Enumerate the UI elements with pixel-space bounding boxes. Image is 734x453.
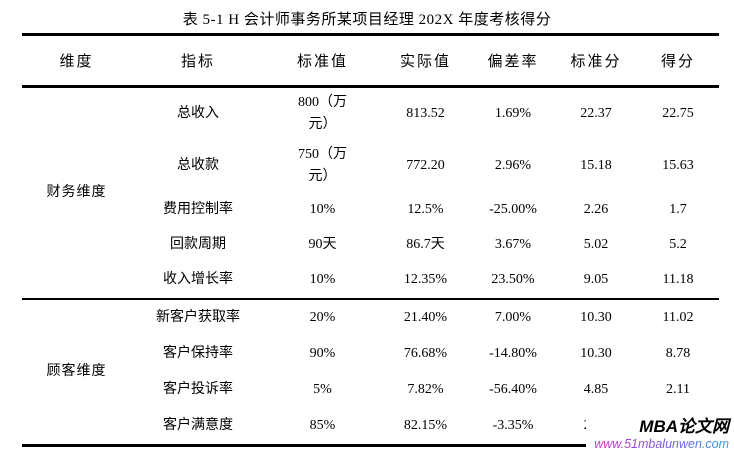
standard-score-cell: 15.18 — [580, 158, 612, 174]
table-row: 财务维度 总收入 800（万 元） 813.52 1.69% 22.37 22.… — [22, 87, 719, 200]
actual-value-cell: 82.15% — [403, 418, 448, 434]
col-header-standard-value: 标准值 — [265, 34, 380, 88]
col-header-standard-score: 标准分 — [555, 34, 637, 88]
score-cell: 2.11 — [666, 382, 690, 398]
indicator-cell: 客户满意度 — [163, 418, 233, 434]
deviation-rate-cell: -3.35% — [492, 418, 534, 434]
standard-value-cell: 10% — [309, 201, 336, 217]
standard-value-cell: 800（万 元） — [298, 95, 347, 132]
deviation-rate-cell: 23.50% — [491, 272, 535, 288]
standard-value-cell: 10% — [309, 272, 336, 288]
deviation-rate-cell: 2.96% — [494, 158, 532, 174]
section-finance: 财务维度 总收入 800（万 元） 813.52 1.69% 22.37 22.… — [22, 87, 719, 300]
col-header-score: 得分 — [637, 34, 719, 88]
standard-score-cell: 5.02 — [583, 236, 609, 252]
actual-value-cell: 12.35% — [403, 272, 448, 288]
deviation-rate-cell: -25.00% — [489, 201, 537, 217]
score-cell: 8.78 — [665, 346, 691, 362]
table-row: 回款周期 90天 86.7天 3.67% 5.02 5.2 — [22, 227, 719, 262]
standard-value-cell: 5% — [313, 382, 332, 398]
indicator-cell: 回款周期 — [170, 236, 226, 252]
actual-value-cell: 76.68% — [403, 346, 448, 362]
col-header-dimension: 维度 — [22, 34, 131, 88]
standard-value-cell: 90天 — [308, 236, 337, 252]
score-cell: 11.02 — [662, 310, 694, 326]
standard-score-cell: 10.30 — [580, 346, 612, 362]
score-cell: 22.75 — [662, 106, 694, 122]
col-header-indicator: 指标 — [131, 34, 265, 88]
standard-value-cell: 90% — [309, 346, 336, 362]
indicator-cell: 费用控制率 — [163, 201, 233, 217]
assessment-score-table: 维度 指标 标准值 实际值 偏差率 标准分 得分 财务维度 总收入 800（万 … — [22, 33, 719, 447]
deviation-rate-cell: 7.00% — [494, 310, 532, 326]
indicator-cell: 客户保持率 — [163, 346, 233, 362]
site-watermark: MBA论文网 www.51mbalunwen.com — [586, 416, 731, 453]
deviation-rate-cell: 3.67% — [494, 236, 532, 252]
table-row: 客户保持率 90% 76.68% -14.80% 10.30 8.78 — [22, 336, 719, 372]
actual-value-cell: 7.82% — [407, 382, 444, 398]
standard-value-cell: 85% — [309, 418, 336, 434]
score-cell: 15.63 — [662, 158, 694, 174]
header-row: 维度 指标 标准值 实际值 偏差率 标准分 得分 — [22, 34, 719, 88]
standard-score-cell: 22.37 — [580, 106, 612, 122]
table-row: 客户投诉率 5% 7.82% -56.40% 4.85 2.11 — [22, 372, 719, 408]
watermark-brand-text: MBA论文网 — [639, 417, 729, 436]
indicator-cell: 总收入 — [177, 106, 219, 122]
standard-score-cell: 10.30 — [580, 310, 612, 326]
table-title: 表 5-1 H 会计师事务所某项目经理 202X 年度考核得分 — [182, 12, 552, 28]
actual-value-cell: 813.52 — [406, 106, 445, 122]
table-row: 总收款 750（万 元） 772.20 2.96% 15.18 15.63 — [22, 140, 719, 192]
standard-value-cell: 20% — [309, 310, 336, 326]
dimension-cell-customer: 顾客维度 — [46, 364, 107, 380]
indicator-cell: 收入增长率 — [163, 272, 233, 288]
col-header-actual-value: 实际值 — [380, 34, 471, 88]
standard-score-cell: 9.05 — [583, 272, 609, 288]
table-row: 收入增长率 10% 12.35% 23.50% 9.05 11.18 — [22, 262, 719, 299]
standard-score-cell: 4.85 — [583, 382, 609, 398]
actual-value-cell: 21.40% — [403, 310, 448, 326]
dimension-cell-finance: 财务维度 — [46, 185, 107, 201]
deviation-rate-cell: -56.40% — [489, 382, 537, 398]
standard-value-cell: 750（万 元） — [298, 147, 347, 184]
score-cell: 11.18 — [662, 272, 694, 288]
indicator-cell: 客户投诉率 — [163, 382, 233, 398]
indicator-cell: 总收款 — [177, 158, 219, 174]
actual-value-cell: 86.7天 — [406, 236, 445, 252]
table-row: 费用控制率 10% 12.5% -25.00% 2.26 1.7 — [22, 192, 719, 227]
standard-score-cell: 2.26 — [583, 201, 609, 217]
indicator-cell: 新客户获取率 — [156, 310, 240, 326]
deviation-rate-cell: -14.80% — [489, 346, 537, 362]
section-customer: 顾客维度 新客户获取率 20% 21.40% 7.00% 10.30 11.02… — [22, 299, 719, 446]
score-cell: 5.2 — [669, 236, 687, 252]
actual-value-cell: 772.20 — [406, 158, 445, 174]
table-row: 顾客维度 新客户获取率 20% 21.40% 7.00% 10.30 11.02 — [22, 299, 719, 379]
deviation-rate-cell: 1.69% — [494, 106, 532, 122]
score-cell: 1.7 — [669, 201, 687, 217]
table-header: 维度 指标 标准值 实际值 偏差率 标准分 得分 — [22, 34, 719, 88]
watermark-url-text: www.51mbalunwen.com — [594, 437, 729, 451]
actual-value-cell: 12.5% — [407, 201, 444, 217]
col-header-deviation-rate: 偏差率 — [471, 34, 555, 88]
